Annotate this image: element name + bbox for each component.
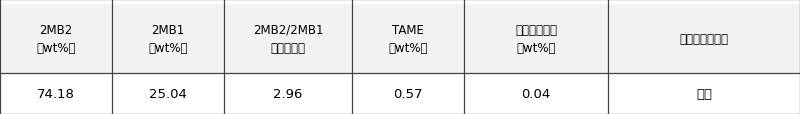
Text: 2MB2
（wt%）: 2MB2 （wt%）: [36, 23, 76, 54]
Text: 74.18: 74.18: [37, 87, 75, 100]
Bar: [0, 73, 800, 114]
Text: 0.04: 0.04: [522, 87, 550, 100]
Text: 余量: 余量: [696, 87, 712, 100]
Bar: [0, 5, 800, 73]
Text: 2MB1
（wt%）: 2MB1 （wt%）: [148, 23, 188, 54]
Text: 0.57: 0.57: [394, 87, 422, 100]
Text: 2.96: 2.96: [274, 87, 302, 100]
Text: TAME
（wt%）: TAME （wt%）: [388, 23, 428, 54]
Text: 25.04: 25.04: [149, 87, 187, 100]
Text: 异戚烯二聚物
（wt%）: 异戚烯二聚物 （wt%）: [515, 23, 557, 54]
Text: 其它碳五等杂质: 其它碳五等杂质: [679, 32, 729, 45]
Text: 2MB2/2MB1
（质量比）: 2MB2/2MB1 （质量比）: [253, 23, 323, 54]
